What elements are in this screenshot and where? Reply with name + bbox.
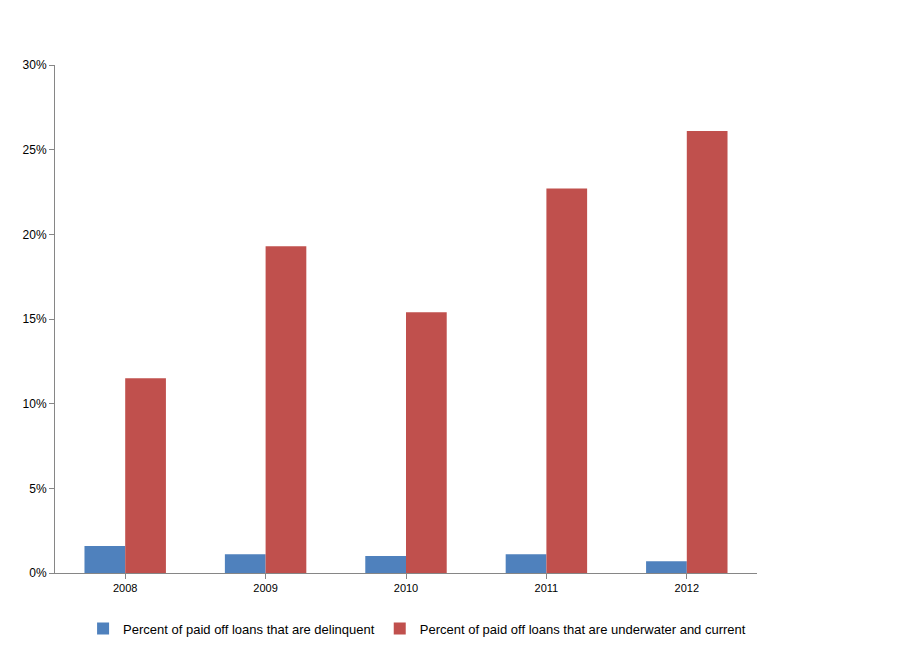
svg-text:10%: 10% [23,397,47,411]
svg-text:2009: 2009 [253,582,277,594]
svg-text:30%: 30% [23,58,47,72]
svg-text:2010: 2010 [394,582,418,594]
svg-text:Percent of paid off loans that: Percent of paid off loans that are delin… [123,622,375,637]
svg-text:15%: 15% [23,312,47,326]
svg-text:Percent of paid off loans that: Percent of paid off loans that are under… [420,622,746,637]
svg-text:25%: 25% [23,143,47,157]
svg-text:0%: 0% [29,566,47,580]
svg-text:2012: 2012 [675,582,699,594]
svg-text:2011: 2011 [535,582,559,594]
svg-text:5%: 5% [29,482,47,496]
svg-text:2008: 2008 [113,582,137,594]
svg-text:20%: 20% [23,228,47,242]
